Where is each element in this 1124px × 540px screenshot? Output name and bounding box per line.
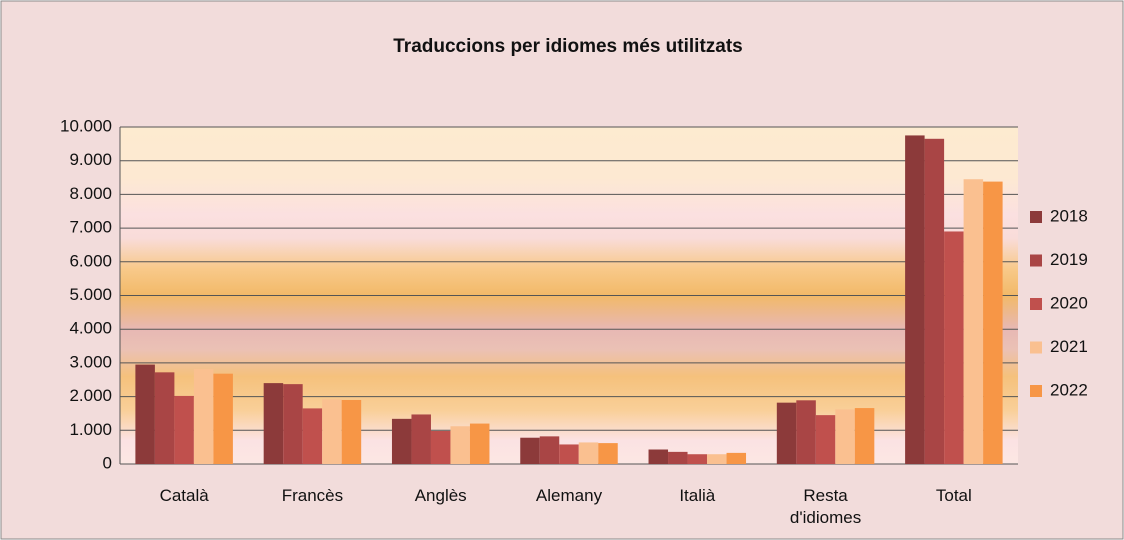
y-tick-label: 3.000	[69, 352, 112, 371]
bar	[469, 423, 490, 464]
y-tick-label: 8.000	[69, 184, 112, 203]
bar	[539, 436, 560, 464]
bar	[302, 408, 323, 464]
bar	[687, 454, 708, 464]
bar	[322, 399, 342, 464]
legend-swatch	[1030, 211, 1042, 223]
bar	[559, 444, 579, 464]
legend-swatch	[1030, 341, 1042, 354]
bar	[391, 418, 412, 464]
x-tick-label: Francès	[281, 486, 344, 505]
legend-label: 2022	[1050, 380, 1088, 399]
legend-swatch	[1030, 254, 1042, 267]
legend-label: 2018	[1050, 206, 1088, 225]
bar	[648, 449, 669, 464]
bar	[668, 451, 688, 464]
bar	[430, 430, 451, 464]
bar	[193, 368, 214, 464]
legend-label: 2021	[1050, 337, 1088, 356]
bar	[776, 402, 797, 464]
bar	[815, 415, 836, 464]
legend-label: 2020	[1050, 293, 1088, 312]
y-tick-label: 1.000	[69, 420, 112, 439]
y-tick-label: 7.000	[69, 218, 112, 237]
bar	[135, 364, 155, 464]
x-tick-label: Resta d'idiomes	[789, 486, 862, 527]
legend-swatch	[1030, 298, 1042, 310]
bar	[213, 373, 233, 464]
bar	[944, 231, 964, 464]
bar	[707, 454, 727, 464]
bar	[726, 452, 747, 464]
x-tick-label: Anglès	[414, 486, 467, 505]
y-tick-label: 5.000	[69, 285, 112, 304]
bar	[450, 426, 470, 464]
x-tick-label: Català	[159, 486, 209, 505]
x-tick-label: Total	[935, 486, 972, 505]
x-tick-label: Italià	[679, 486, 716, 505]
legend-label: 2019	[1050, 250, 1088, 269]
bar	[263, 383, 284, 464]
bar	[905, 135, 925, 465]
legend-swatch	[1030, 385, 1042, 397]
bar	[411, 414, 431, 464]
x-tick-label: Alemany	[535, 486, 603, 505]
bar	[283, 384, 303, 464]
y-tick-label: 10.000	[60, 116, 112, 135]
bar	[598, 443, 618, 464]
y-tick-label: 0	[103, 453, 112, 472]
bar	[854, 408, 875, 464]
bar	[835, 409, 855, 464]
y-tick-label: 9.000	[69, 150, 112, 169]
bar	[983, 181, 1003, 464]
chart-title: Traduccions per idiomes més utilitzats	[393, 36, 743, 57]
bar	[520, 437, 540, 464]
y-tick-label: 2.000	[69, 386, 112, 405]
bar	[963, 179, 984, 465]
y-tick-label: 6.000	[69, 251, 112, 270]
bar	[154, 372, 175, 464]
bar	[174, 395, 194, 464]
bar	[924, 138, 945, 465]
bar	[578, 442, 599, 464]
bar	[796, 400, 816, 464]
y-tick-label: 4.000	[69, 319, 112, 338]
bar	[341, 399, 362, 464]
